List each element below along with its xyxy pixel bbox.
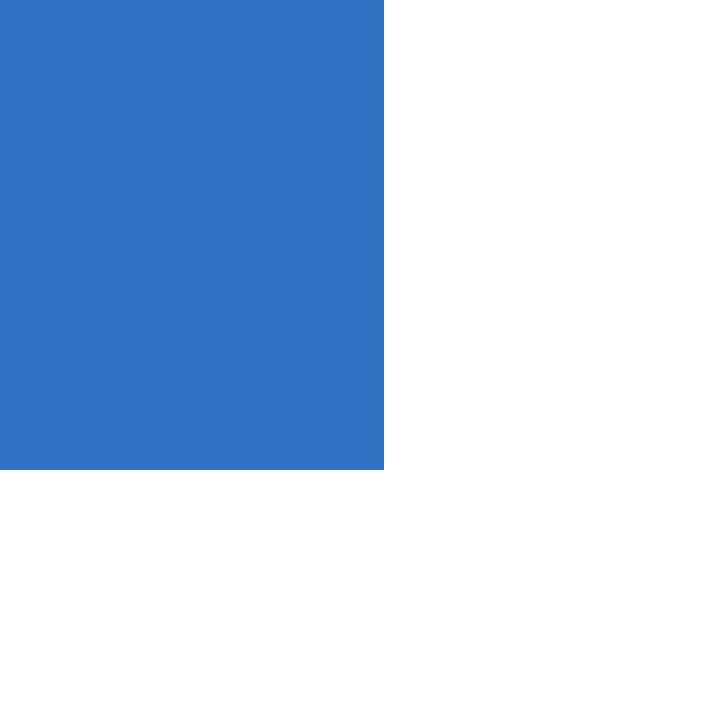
empty-region-bottom xyxy=(0,470,722,722)
blue-fill-block[interactable] xyxy=(0,0,384,470)
empty-region-right xyxy=(384,0,722,470)
